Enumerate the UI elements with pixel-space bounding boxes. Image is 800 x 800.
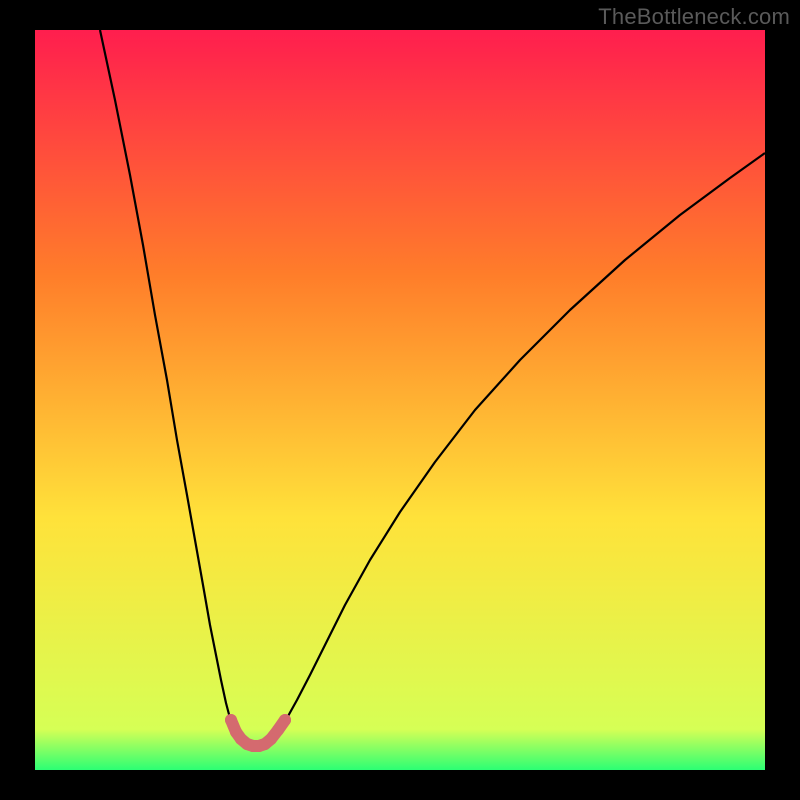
bottom-marker-dot [272, 724, 284, 736]
bottom-marker-dot [279, 714, 291, 726]
bottom-marker-dot [225, 714, 237, 726]
watermark-text: TheBottleneck.com [598, 4, 790, 30]
main-curve [100, 30, 765, 748]
bottom-marker-group [225, 714, 291, 752]
chart-svg [35, 30, 765, 770]
plot-area [35, 30, 765, 770]
